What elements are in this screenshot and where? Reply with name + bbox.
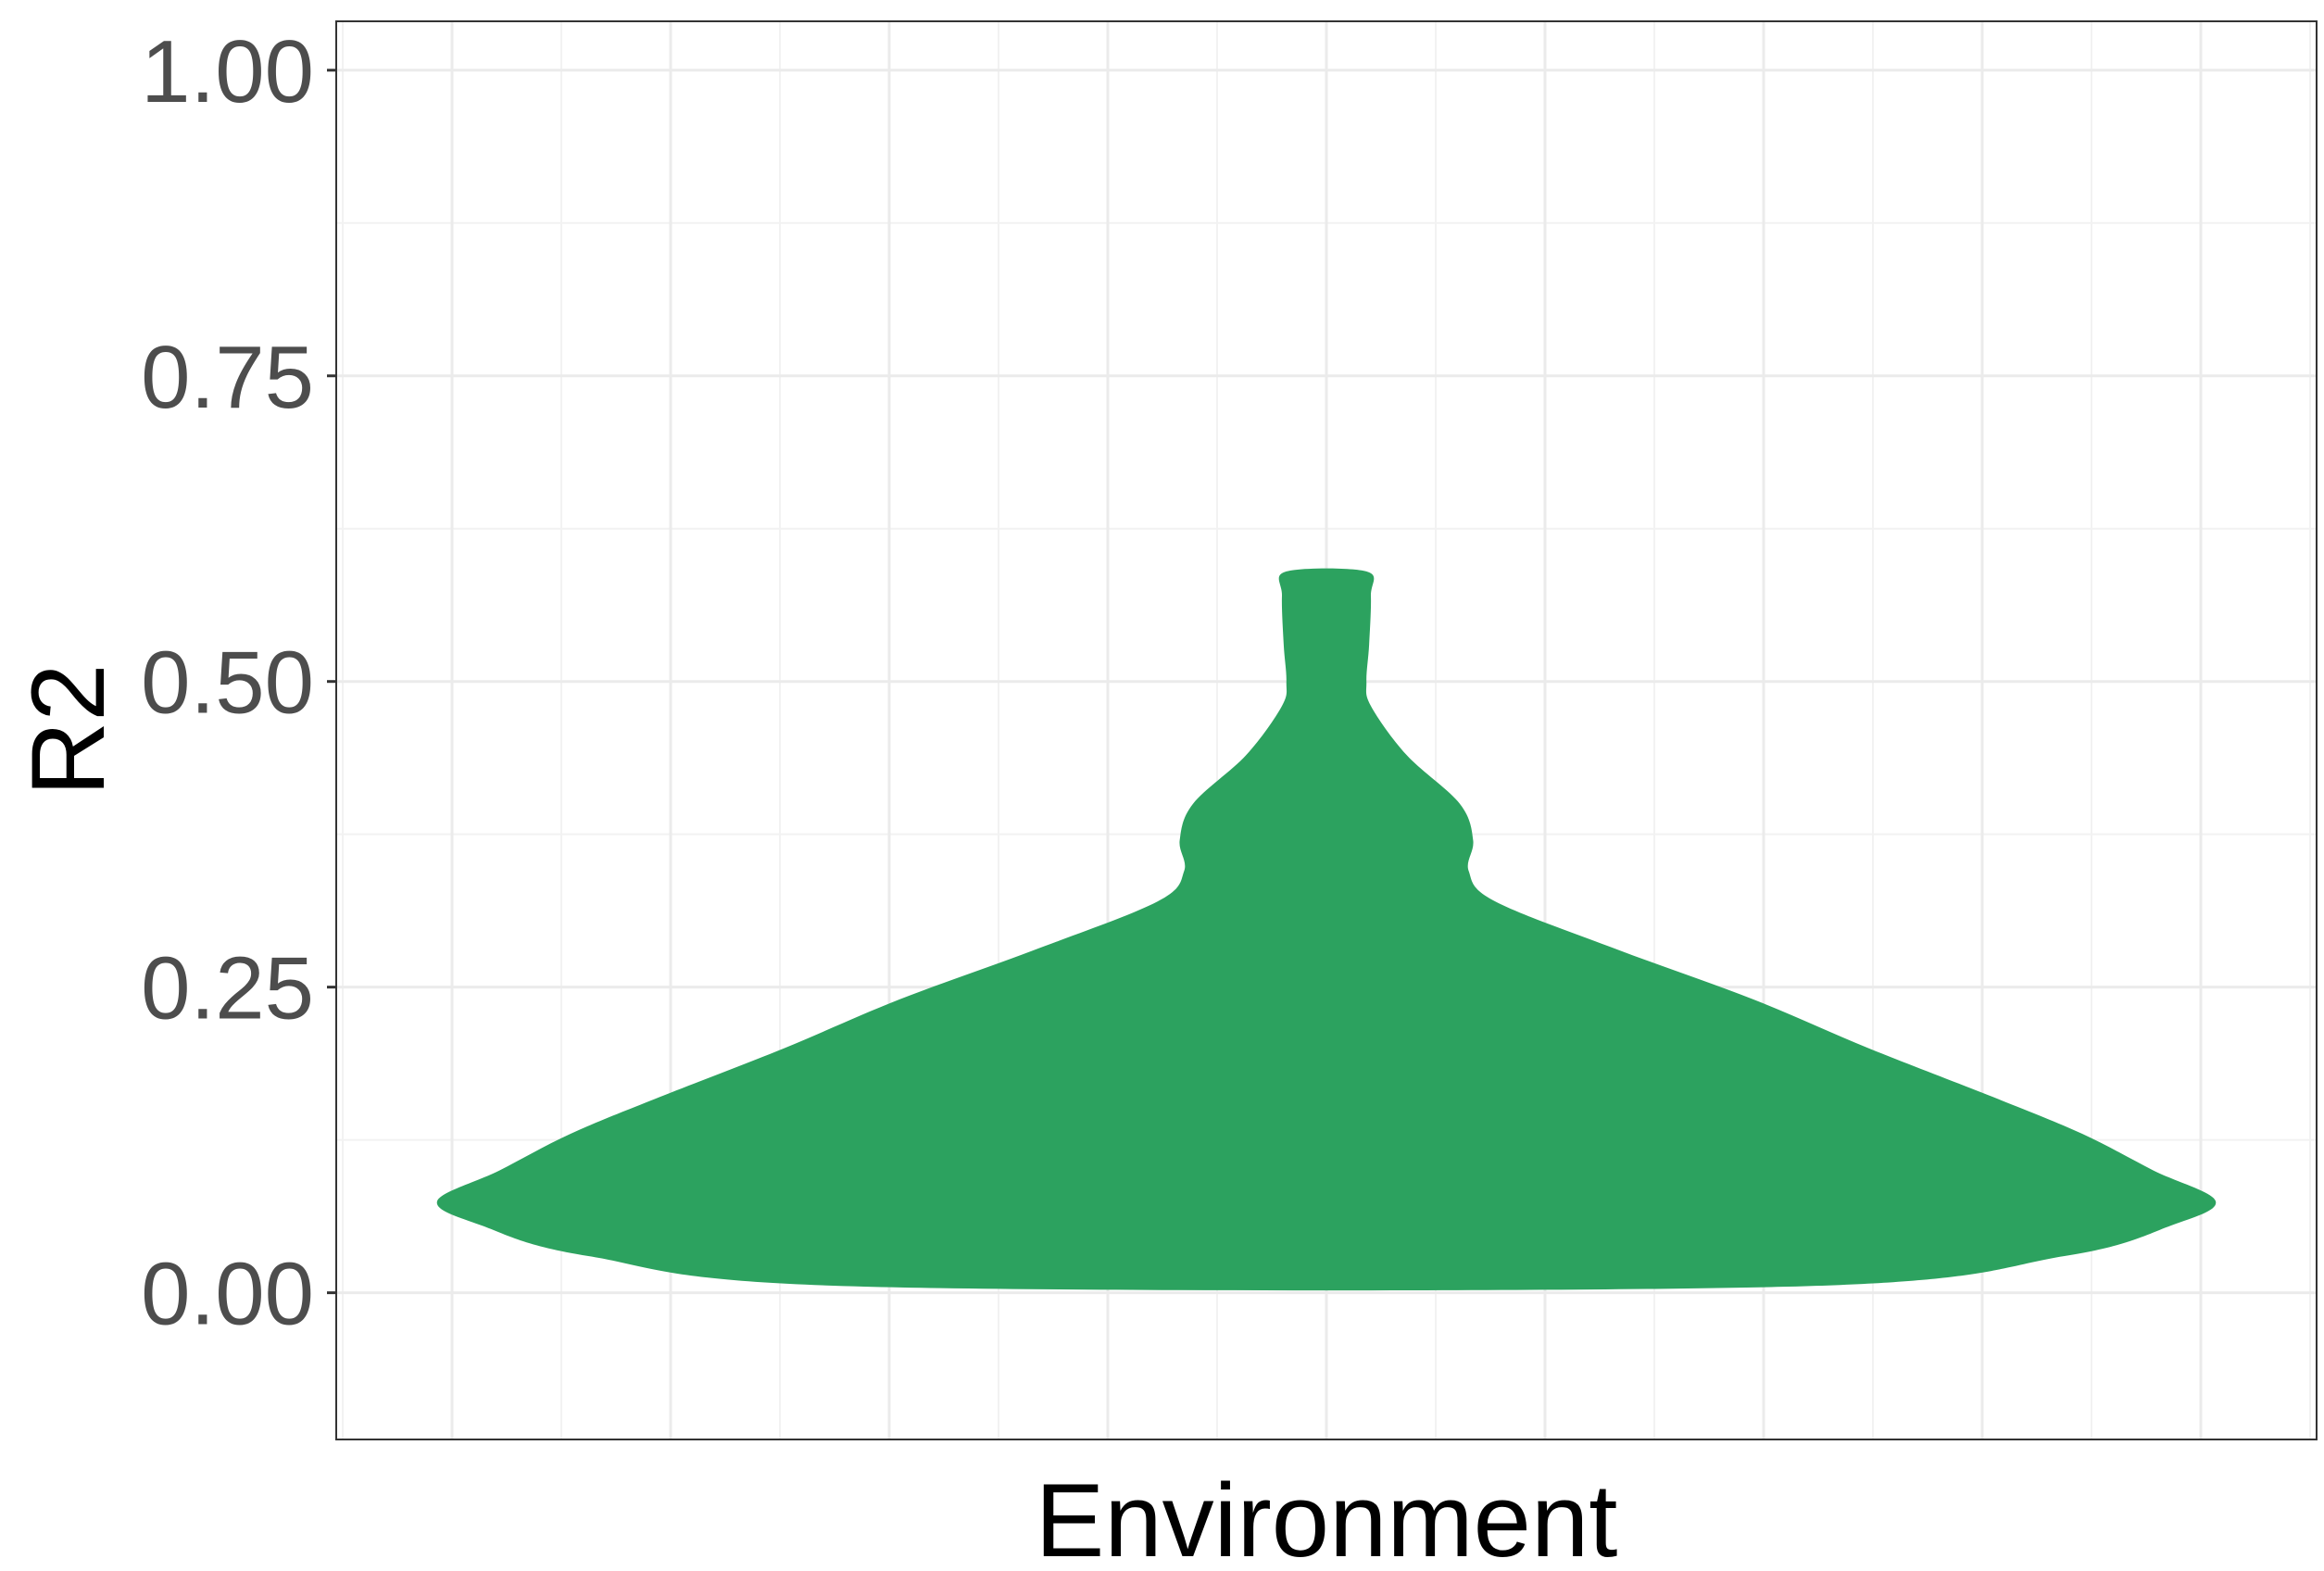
- y-axis-ticks: [327, 69, 336, 1295]
- y-tick-label: 0.00: [141, 1245, 314, 1344]
- y-axis-tick-labels: 0.00 0.25 0.50 0.75 1.00: [141, 22, 314, 1344]
- y-axis-title: R2: [10, 663, 126, 796]
- violin-shape: [436, 568, 2217, 1291]
- y-tick-label: 0.75: [141, 328, 314, 427]
- y-tick-label: 0.50: [141, 634, 314, 733]
- plot-border: [335, 20, 2318, 1440]
- x-axis-title: Environment: [1036, 1463, 1618, 1571]
- y-tick-label: 1.00: [141, 22, 314, 121]
- y-tick-label: 0.25: [141, 939, 314, 1038]
